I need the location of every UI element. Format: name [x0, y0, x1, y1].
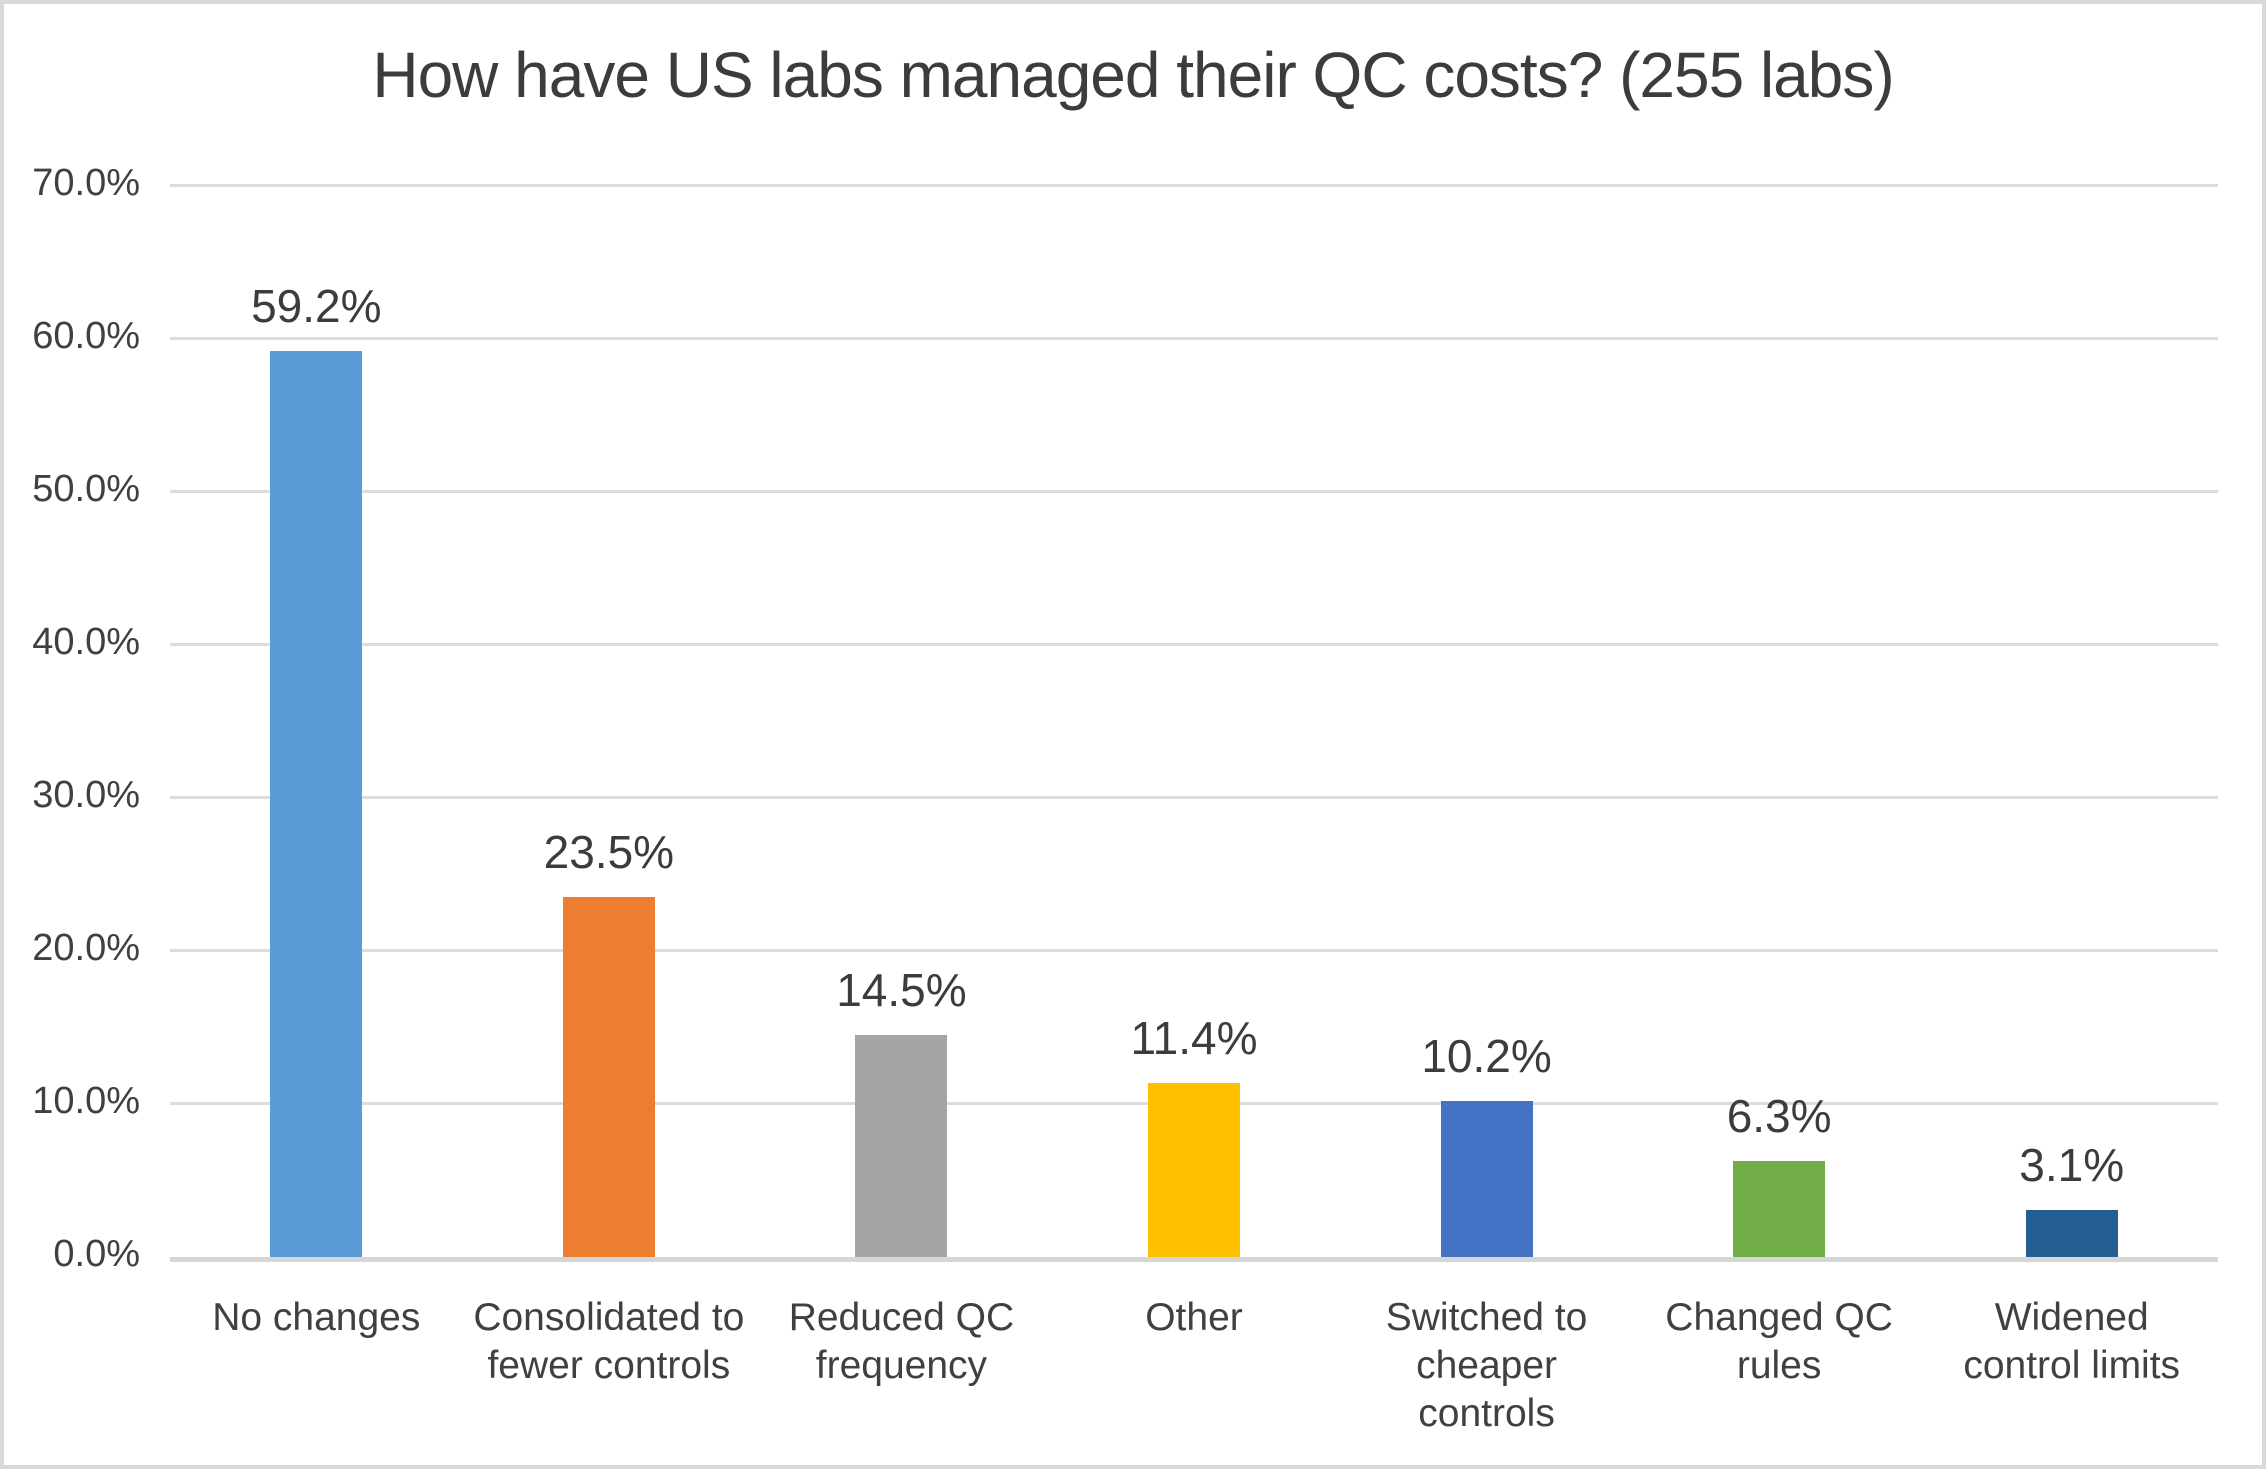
bar-reduced-qc-frequency [855, 1035, 948, 1257]
bar-slot-consolidated-to-fewer-controls: 23.5% [463, 186, 756, 1257]
bar-slot-reduced-qc-frequency: 14.5% [755, 186, 1048, 1257]
x-axis-label-line: rules [1736, 1344, 1822, 1387]
x-axis-label-line: No changes [212, 1296, 421, 1339]
bar-value-label-consolidated-to-fewer-controls: 23.5% [543, 826, 675, 879]
x-axis-label-line: Switched to [1385, 1296, 1588, 1339]
x-axis-label-line: Widened [1994, 1296, 2149, 1339]
x-axis-label-changed-qc-rules: Changed QC rules [1633, 1294, 1926, 1390]
bar-consolidated-to-fewer-controls [562, 897, 655, 1257]
bar-slot-widened-control-limits: 3.1% [1925, 186, 2218, 1257]
bar-slot-switched-to-cheaper-controls: 10.2% [1340, 186, 1633, 1257]
x-axis-label-other: Other [1048, 1294, 1341, 1342]
gridline-20-0 [170, 949, 2218, 953]
y-tick-label-20-0: 20.0% [32, 927, 140, 970]
bar-slot-no-changes: 59.2% [170, 186, 463, 1257]
bar-value-label-switched-to-cheaper-controls: 10.2% [1421, 1029, 1552, 1082]
x-axis-label-reduced-qc-frequency: Reduced QC frequency [755, 1294, 1048, 1390]
bar-changed-qc-rules [1733, 1160, 1826, 1257]
gridline-60-0 [170, 337, 2218, 340]
bar-widened-control-limits [2025, 1209, 2118, 1257]
x-axis-label-line: controls [1418, 1392, 1555, 1435]
x-axis-label-line: frequency [815, 1344, 988, 1387]
x-axis-label-line: cheaper [1416, 1344, 1558, 1387]
y-tick-label-70-0: 70.0% [32, 162, 140, 204]
bar-no-changes [270, 351, 363, 1257]
bar-value-label-changed-qc-rules: 6.3% [1726, 1089, 1832, 1142]
y-tick-label-0-0: 0.0% [53, 1233, 140, 1275]
bar-value-label-no-changes: 59.2% [251, 280, 382, 333]
bar-slot-other: 11.4% [1048, 186, 1341, 1257]
gridline-50-0 [170, 490, 2218, 493]
chart-title: How have US labs managed their QC costs?… [372, 39, 1894, 111]
x-axis-label-switched-to-cheaper-controls: Switched to cheaper controls [1340, 1294, 1633, 1438]
y-tick-label-50-0: 50.0% [32, 468, 140, 510]
x-axis-label-consolidated-to-fewer-controls: Consolidated to fewer controls [463, 1294, 756, 1390]
y-tick-label-10-0: 10.0% [32, 1080, 140, 1123]
x-axis-label-line: Other [1145, 1296, 1243, 1339]
y-tick-label-40-0: 40.0% [32, 621, 140, 664]
gridline-70-0 [170, 184, 2218, 187]
y-tick-label-60-0: 60.0% [32, 315, 140, 357]
gridline-40-0 [170, 643, 2218, 647]
bar-switched-to-cheaper-controls [1440, 1100, 1533, 1257]
plot-area: 59.2% 23.5% 14.5% 11.4% 10.2% 6.3% 3.1% [170, 184, 2218, 1262]
gridline-30-0 [170, 796, 2218, 799]
bar-value-label-other: 11.4% [1130, 1011, 1258, 1064]
y-axis-tick-labels: 0.0% 10.0% 20.0% 30.0% 40.0% 50.0% 60.0% 70.0% [4, 162, 140, 1275]
x-axis-label-line: Reduced QC [788, 1296, 1015, 1339]
y-tick-label-30-0: 30.0% [32, 774, 140, 816]
x-axis-label-line: control limits [1963, 1344, 2181, 1387]
x-axis-label-line: Changed QC [1665, 1296, 1893, 1339]
x-axis-label-no-changes: No changes [170, 1294, 463, 1342]
x-axis-label-widened-control-limits: Widened control limits [1925, 1294, 2218, 1390]
bar-value-label-reduced-qc-frequency: 14.5% [836, 964, 967, 1017]
x-axis-label-line: Consolidated to [473, 1296, 745, 1339]
x-axis-label-line: fewer controls [487, 1344, 731, 1387]
bar-value-label-widened-control-limits: 3.1% [2019, 1138, 2125, 1191]
bar-slot-changed-qc-rules: 6.3% [1633, 186, 1926, 1257]
bar-other [1147, 1082, 1240, 1257]
